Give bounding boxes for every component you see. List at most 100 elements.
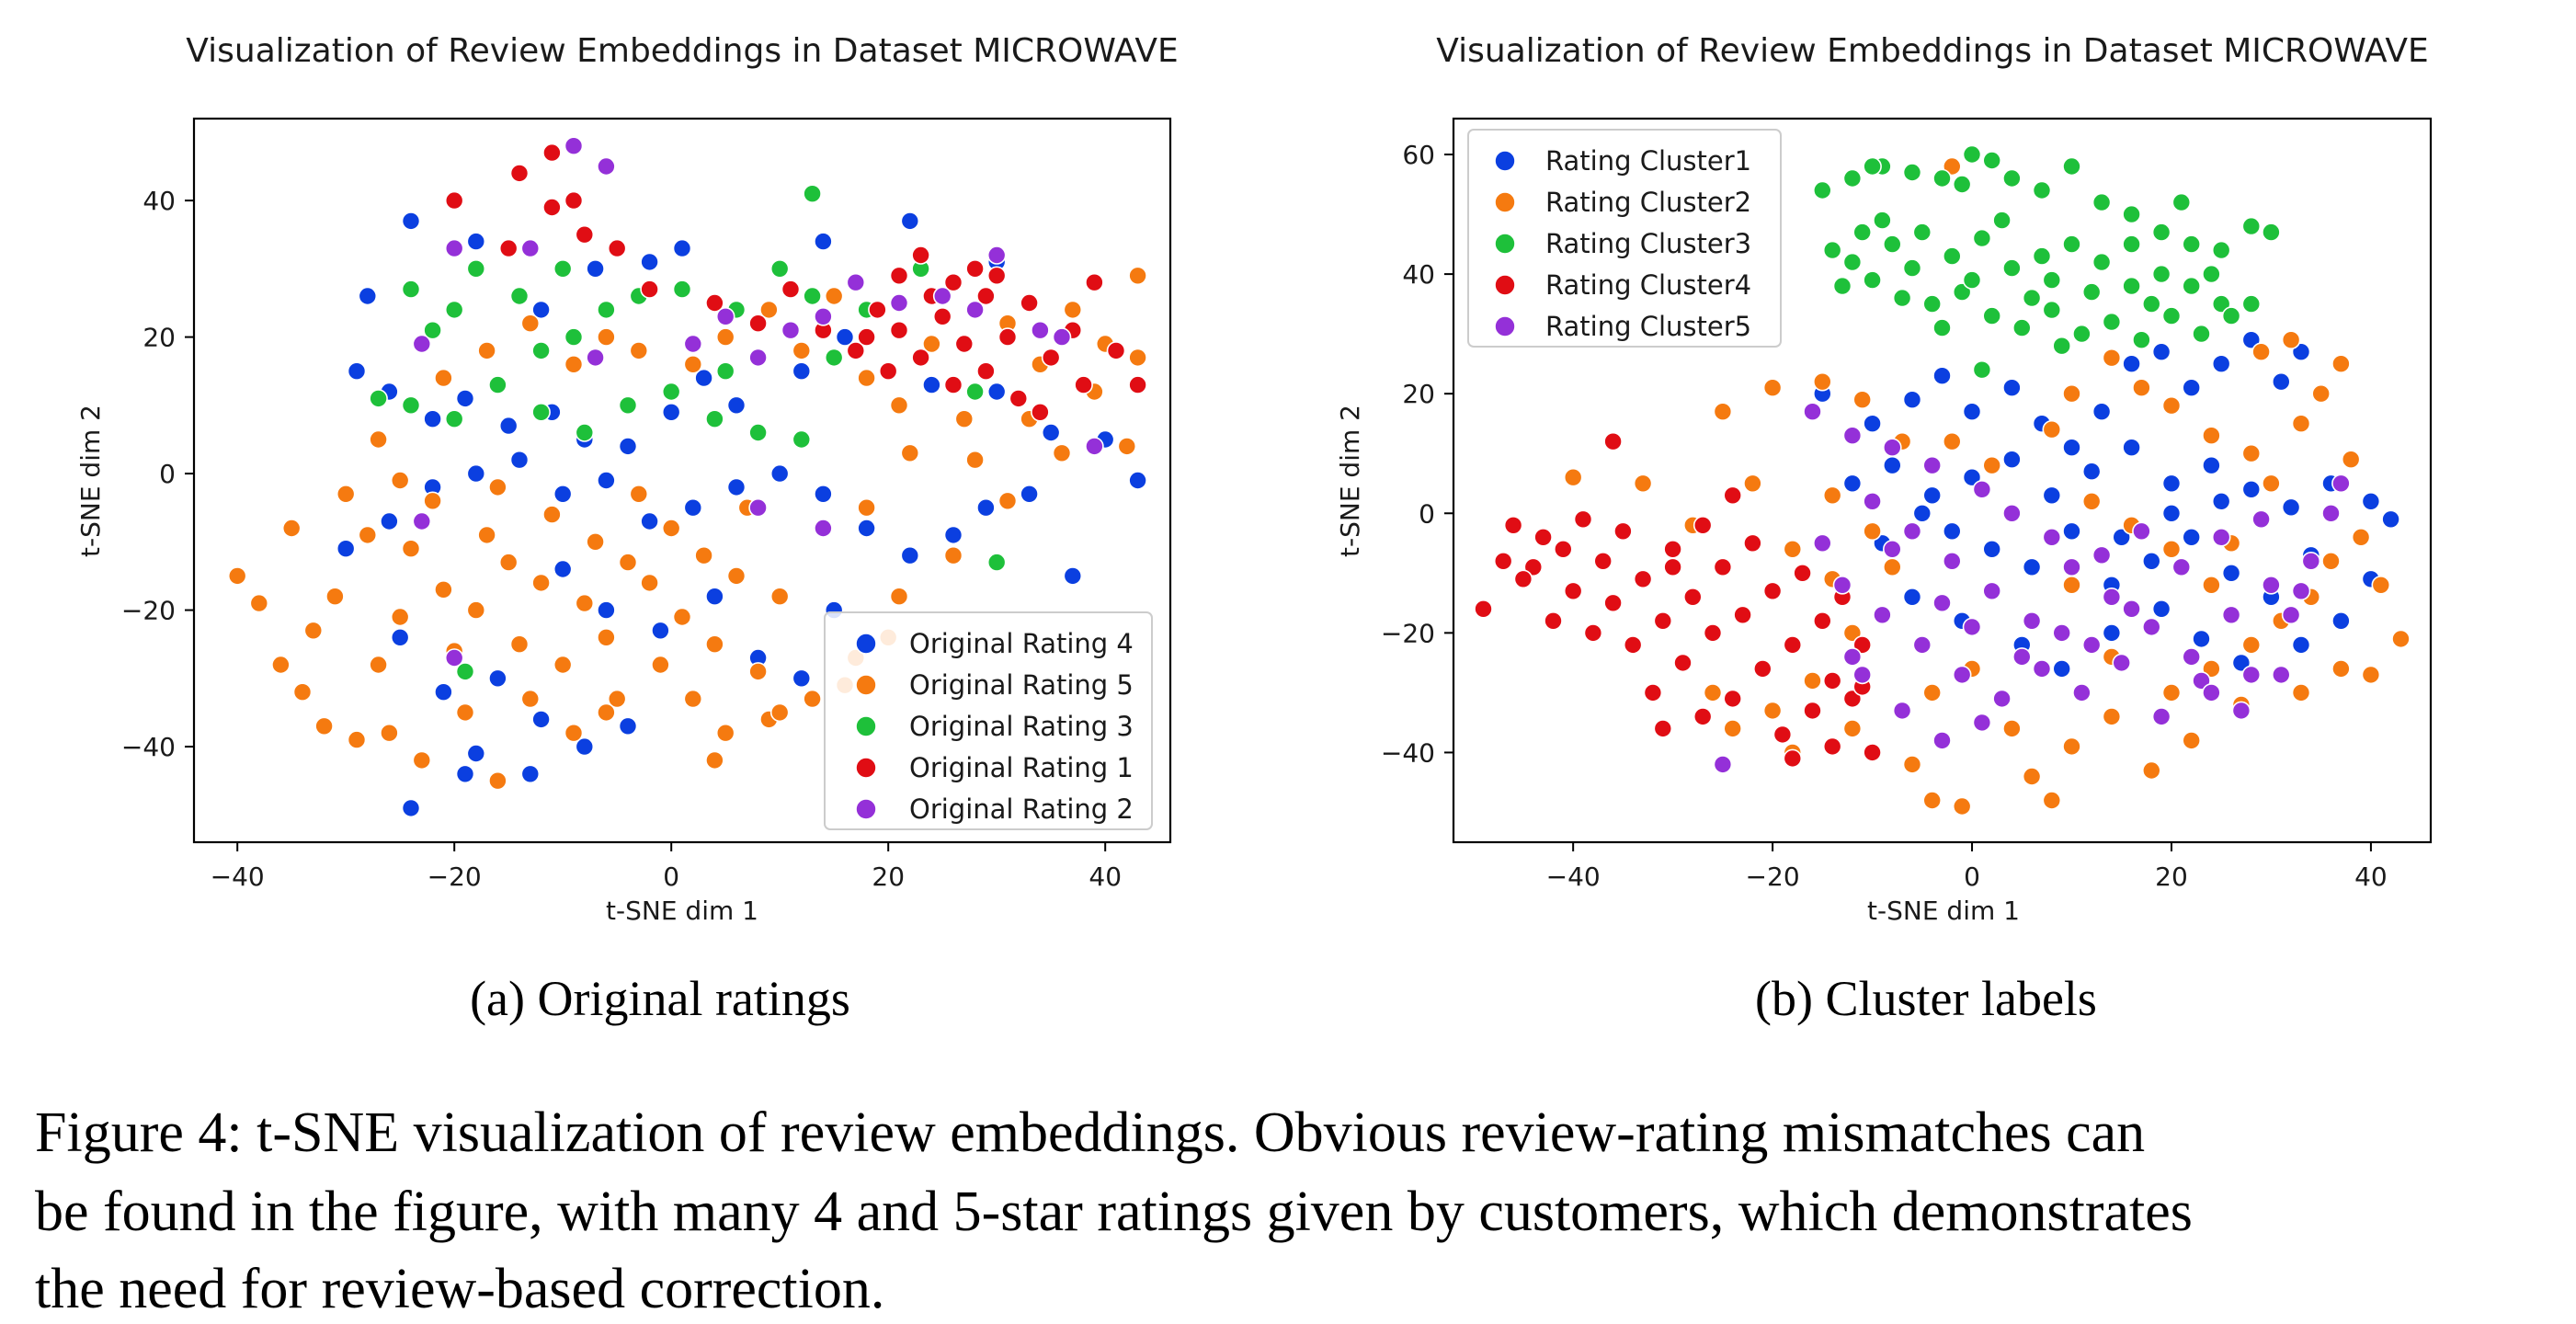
data-point-b-s3-26 [1762, 581, 1783, 601]
data-point-b-s0-26 [2241, 479, 2262, 499]
data-point-b-s0-23 [2122, 438, 2141, 458]
data-point-a-s3-37 [986, 266, 1007, 286]
data-point-b-s4-12 [2142, 617, 2161, 637]
data-point-b-s1-5 [1852, 390, 1872, 410]
panel-b-x-axis: −40 −20 0 20 40 [1546, 842, 2388, 892]
data-point-a-s0-38 [769, 463, 790, 484]
data-point-b-s0-48 [2151, 599, 2171, 619]
data-point-b-s2-37 [1982, 306, 2001, 325]
y-tick-label-b-3: 20 [1402, 379, 1435, 409]
x-tick-label-b-4: 40 [2354, 862, 2388, 892]
data-point-a-s0-44 [1020, 484, 1039, 504]
data-point-b-s0-3 [1932, 366, 1952, 386]
data-point-b-s4-13 [2182, 647, 2201, 667]
data-point-b-s4-21 [1992, 689, 2012, 709]
legend-marker-b-4 [1494, 315, 1516, 337]
panel-b-points [1474, 144, 2411, 816]
data-point-b-s4-52 [2331, 474, 2351, 494]
data-point-a-s1-81 [314, 716, 334, 736]
data-point-a-s1-47 [434, 368, 453, 388]
data-point-b-s4-14 [2221, 605, 2241, 625]
data-point-b-s1-26 [2102, 707, 2122, 726]
data-point-a-s1-13 [434, 579, 453, 599]
data-point-b-s3-21 [1713, 557, 1733, 577]
data-point-a-s2-12 [803, 286, 822, 306]
data-point-a-s0-47 [434, 682, 453, 702]
data-point-b-s3-42 [1783, 748, 1803, 769]
data-point-b-s4-22 [2032, 659, 2052, 679]
data-point-b-s4-20 [1952, 665, 1972, 685]
data-point-a-s0-8 [900, 211, 920, 231]
data-point-a-s1-82 [347, 730, 367, 749]
data-point-a-s3-2 [542, 143, 562, 163]
data-point-a-s4-5 [586, 348, 605, 368]
data-point-b-s2-44 [2192, 324, 2211, 344]
data-point-a-s1-25 [564, 723, 584, 743]
data-point-a-s2-23 [705, 409, 724, 429]
data-point-b-s3-6 [1563, 581, 1583, 601]
data-point-b-s4-48 [2202, 683, 2221, 702]
data-point-b-s3-28 [1783, 635, 1803, 655]
data-point-a-s0-45 [1063, 566, 1083, 586]
data-point-b-s2-13 [2151, 223, 2171, 242]
data-point-b-s1-60 [1943, 431, 1962, 451]
data-point-b-s2-14 [2182, 234, 2201, 254]
data-point-a-s1-8 [369, 655, 388, 675]
data-point-b-s4-1 [1842, 426, 1863, 446]
data-point-a-s1-0 [227, 566, 247, 586]
panel-cluster-labels: Visualization of Review Embeddings in Da… [1335, 32, 2433, 1026]
y-tick-label-b-1: −20 [1381, 618, 1435, 648]
data-point-a-s1-79 [1117, 437, 1137, 456]
data-point-a-s1-29 [607, 689, 627, 709]
legend-label-b-3: Rating Cluster4 [1545, 269, 1751, 301]
data-point-a-s0-29 [380, 511, 399, 531]
data-point-b-s2-38 [2012, 318, 2032, 337]
data-point-b-s0-22 [2081, 462, 2102, 482]
data-point-b-s1-55 [2081, 491, 2102, 511]
data-point-a-s0-7 [814, 232, 833, 251]
y-tick-label-a-2: 0 [159, 459, 176, 489]
data-point-a-s0-52 [618, 716, 638, 736]
data-point-a-s1-36 [683, 689, 703, 709]
data-point-a-s1-75 [900, 443, 920, 463]
data-point-b-s1-58 [2202, 575, 2221, 595]
figure-caption: Figure 4: t-SNE visualization of review … [35, 1101, 2193, 1320]
data-point-b-s3-46 [1513, 569, 1533, 589]
data-point-a-s2-0 [401, 280, 421, 299]
data-point-a-s0-22 [835, 327, 855, 347]
data-point-b-s3-22 [1723, 689, 1742, 709]
data-point-b-s4-50 [1813, 533, 1832, 554]
data-point-b-s1-21 [1952, 796, 1972, 816]
data-point-b-s2-41 [2102, 312, 2122, 332]
data-point-b-s2-30 [2182, 276, 2201, 296]
data-point-b-s0-32 [1982, 539, 2001, 559]
data-point-b-s3-12 [1623, 635, 1643, 655]
data-point-a-s3-4 [607, 238, 627, 258]
data-point-a-s0-21 [792, 361, 812, 382]
data-point-a-s0-31 [466, 463, 486, 484]
data-point-b-s0-29 [2361, 491, 2381, 511]
data-point-b-s1-24 [2042, 791, 2062, 810]
data-point-b-s3-24 [1743, 533, 1762, 554]
data-point-b-s4-30 [1892, 701, 1912, 721]
data-point-b-s2-54 [2022, 288, 2042, 308]
data-point-a-s1-15 [455, 702, 475, 723]
x-tick-label-b-3: 20 [2155, 862, 2188, 892]
data-point-b-s4-38 [2211, 527, 2231, 547]
data-point-a-s2-25 [792, 429, 812, 450]
x-tick-label-b-0: −40 [1546, 862, 1601, 892]
data-point-b-s0-18 [1922, 485, 1942, 506]
data-point-a-s0-6 [672, 238, 692, 258]
data-point-a-s1-10 [390, 607, 410, 627]
data-point-a-s3-32 [857, 327, 876, 347]
data-point-a-s1-46 [390, 471, 410, 490]
data-point-b-s4-11 [2102, 587, 2122, 607]
data-point-b-s2-19 [1852, 223, 1872, 242]
data-point-b-s4-3 [1922, 455, 1942, 475]
data-point-a-s4-21 [748, 497, 768, 518]
data-point-b-s4-4 [1972, 479, 1992, 499]
data-point-b-s4-40 [2291, 581, 2311, 601]
data-point-a-s0-4 [586, 258, 605, 279]
caption-line-2: be found in the figure, with many 4 and … [35, 1181, 2193, 1243]
